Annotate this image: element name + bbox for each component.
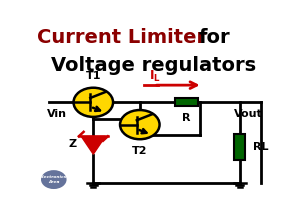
Text: for: for	[198, 29, 230, 47]
Circle shape	[41, 170, 67, 189]
Circle shape	[120, 110, 160, 139]
Text: Z: Z	[68, 138, 76, 149]
Bar	[175, 98, 198, 106]
Text: Current Limiter: Current Limiter	[37, 29, 206, 47]
Text: Voltage regulators: Voltage regulators	[51, 56, 256, 75]
Circle shape	[74, 88, 113, 117]
Text: RL: RL	[253, 142, 268, 152]
Text: $\mathbf{I_L}$: $\mathbf{I_L}$	[149, 69, 161, 84]
Polygon shape	[81, 136, 105, 154]
Text: R: R	[182, 113, 190, 123]
Text: Vout: Vout	[234, 109, 263, 119]
Text: Electronics
Area: Electronics Area	[40, 175, 68, 184]
Bar	[234, 134, 245, 160]
Text: T2: T2	[132, 146, 148, 156]
Text: T1: T1	[85, 71, 101, 81]
Text: Vin: Vin	[47, 109, 67, 119]
